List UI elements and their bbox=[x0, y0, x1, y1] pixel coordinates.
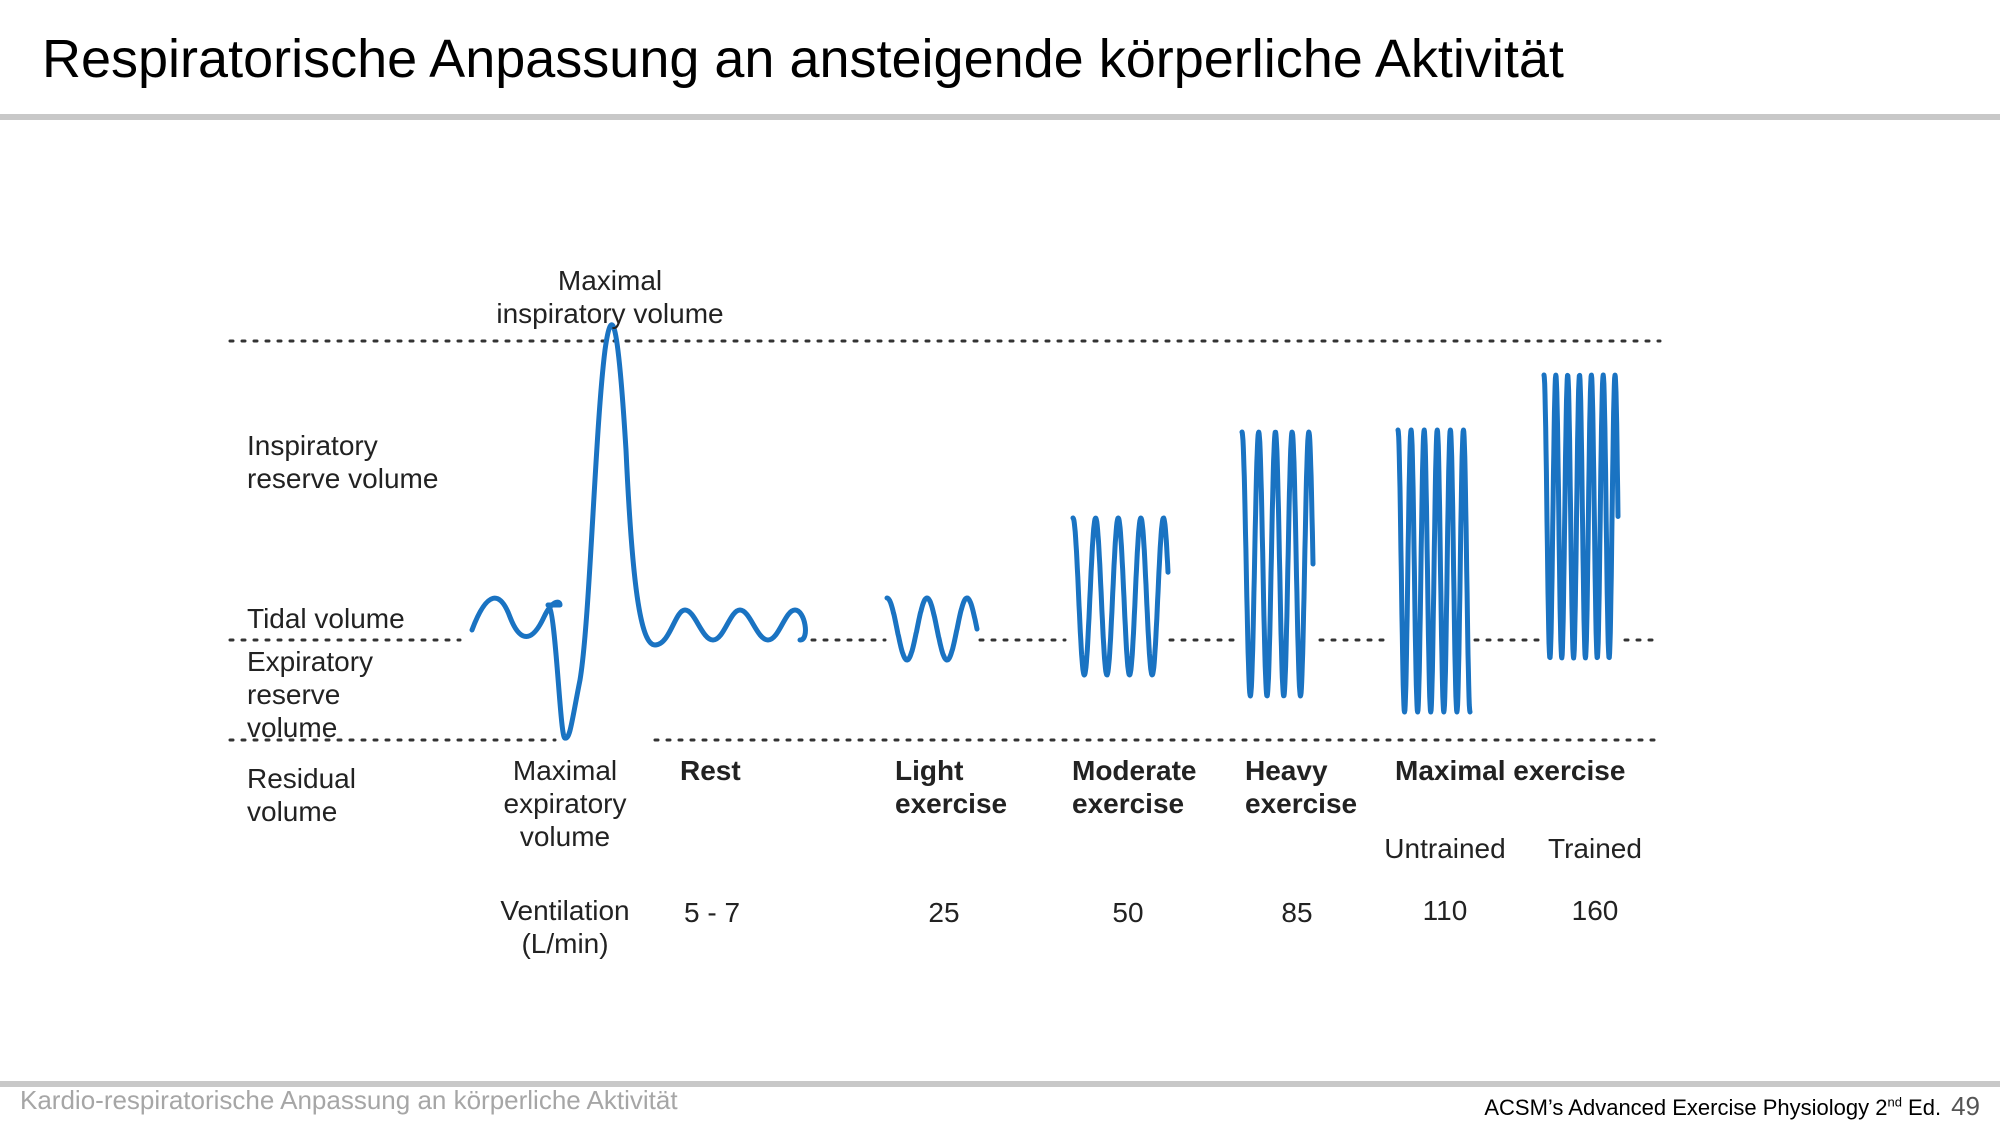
slide-title: Respiratorische Anpassung an ansteigende… bbox=[42, 29, 1564, 89]
spirometry-trace-untrained bbox=[1395, 427, 1473, 715]
ventilation-value-heavy: 85 bbox=[1281, 897, 1312, 928]
source-citation: ACSM’s Advanced Exercise Physiology 2 bbox=[1484, 1095, 1888, 1120]
spirometry-trace-moderate bbox=[1070, 515, 1171, 678]
spirometry-trace-heavy bbox=[1239, 429, 1316, 699]
source-citation-suffix: Ed. bbox=[1901, 1095, 1942, 1120]
label-tidal-volume: Tidal volume bbox=[247, 603, 405, 634]
label-expiratory-reserve: reserve bbox=[247, 679, 340, 710]
spirometry-trace-light bbox=[884, 595, 980, 663]
stage-label-heavy: Heavy bbox=[1245, 755, 1328, 786]
ventilation-label: Ventilation bbox=[500, 895, 629, 926]
source-citation-sup: nd bbox=[1887, 1094, 1902, 1110]
ventilation-value-trained: 160 bbox=[1572, 895, 1619, 926]
label-residual-volume: Residual bbox=[247, 763, 356, 794]
footer-section-title: Kardio-respiratorische Anpassung an körp… bbox=[20, 1085, 678, 1115]
page-number: 49 bbox=[1951, 1091, 1980, 1121]
label-maximal-expiratory: volume bbox=[520, 821, 610, 852]
label-maximal-inspiratory: Maximal bbox=[558, 265, 662, 296]
label-inspiratory-reserve: reserve volume bbox=[247, 463, 438, 494]
spirometry-trace-max-breath bbox=[469, 322, 808, 741]
stage-label-light: Light bbox=[895, 755, 963, 786]
label-maximal-expiratory: Maximal bbox=[513, 755, 617, 786]
ventilation-value-rest: 5 - 7 bbox=[684, 897, 740, 928]
label-expiratory-reserve: volume bbox=[247, 712, 337, 743]
label-inspiratory-reserve: Inspiratory bbox=[247, 430, 378, 461]
ventilation-label: (L/min) bbox=[521, 928, 608, 959]
footer-divider bbox=[0, 1081, 2000, 1087]
label-maximal-expiratory: expiratory bbox=[504, 788, 627, 819]
label-expiratory-reserve: Expiratory bbox=[247, 646, 373, 677]
stage-label-moderate: Moderate bbox=[1072, 755, 1196, 786]
label-residual-volume: volume bbox=[247, 796, 337, 827]
stage-label-light: exercise bbox=[895, 788, 1007, 819]
stage-label-rest: Rest bbox=[680, 755, 741, 786]
sub-label-untrained: Untrained bbox=[1384, 833, 1505, 864]
footer-source: ACSM’s Advanced Exercise Physiology 2nd … bbox=[1484, 1091, 1980, 1122]
stage-label-moderate: exercise bbox=[1072, 788, 1184, 819]
sub-label-trained: Trained bbox=[1548, 833, 1642, 864]
ventilation-value-untrained: 110 bbox=[1423, 895, 1468, 926]
ventilation-value-light: 25 bbox=[928, 897, 959, 928]
respiratory-volume-diagram: Maximal inspiratory volume Inspiratory r… bbox=[228, 265, 1662, 959]
title-divider bbox=[0, 114, 2000, 120]
stage-label-heavy: exercise bbox=[1245, 788, 1357, 819]
spirometry-trace-trained bbox=[1541, 372, 1621, 661]
stage-label-maximal: Maximal exercise bbox=[1395, 755, 1625, 786]
ventilation-value-moderate: 50 bbox=[1112, 897, 1143, 928]
label-maximal-inspiratory: inspiratory volume bbox=[496, 298, 723, 329]
